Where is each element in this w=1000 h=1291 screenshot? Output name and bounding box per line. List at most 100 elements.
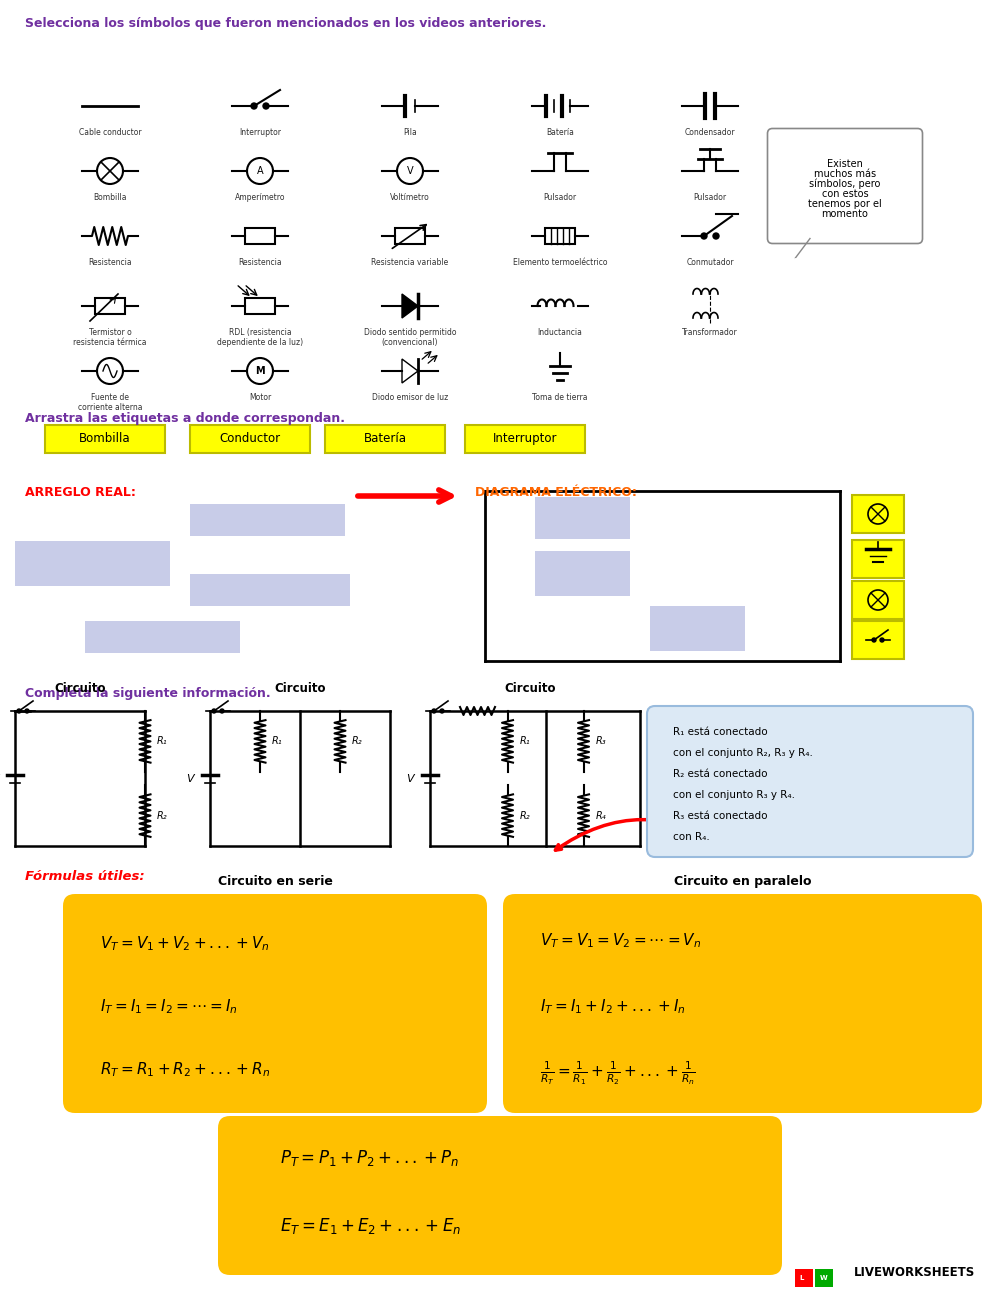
Text: Circuito: Circuito — [54, 682, 106, 695]
Text: Circuito en paralelo: Circuito en paralelo — [674, 875, 811, 888]
Text: Pulsador: Pulsador — [543, 192, 577, 201]
Bar — [815, 1269, 833, 1287]
Text: Amperímetro: Amperímetro — [235, 192, 285, 201]
Bar — [535, 551, 630, 596]
Text: R₃: R₃ — [596, 736, 606, 746]
FancyBboxPatch shape — [647, 706, 973, 857]
Text: Bombilla: Bombilla — [93, 192, 127, 201]
Text: L: L — [800, 1276, 804, 1281]
Circle shape — [872, 638, 876, 642]
Text: Interruptor: Interruptor — [493, 432, 557, 445]
Text: Motor: Motor — [249, 392, 271, 402]
Text: Selecciona los símbolos que fueron mencionados en los videos anteriores.: Selecciona los símbolos que fueron menci… — [25, 18, 546, 31]
Bar — [852, 540, 904, 578]
Text: R₂: R₂ — [352, 736, 363, 746]
Text: Toma de tierra: Toma de tierra — [532, 392, 588, 402]
Text: Elemento termoeléctrico: Elemento termoeléctrico — [513, 258, 607, 267]
Circle shape — [25, 709, 29, 713]
Text: $I_T = I_1 = I_2 = \cdots = I_n$: $I_T = I_1 = I_2 = \cdots = I_n$ — [100, 998, 238, 1016]
Text: con el conjunto R₂, R₃ y R₄.: con el conjunto R₂, R₃ y R₄. — [673, 747, 813, 758]
Circle shape — [440, 709, 444, 713]
Circle shape — [17, 709, 21, 713]
Bar — [85, 621, 240, 653]
Text: R₂ está conectado: R₂ está conectado — [673, 769, 768, 778]
Text: Circuito: Circuito — [504, 682, 556, 695]
Bar — [245, 229, 275, 244]
Text: Conmutador: Conmutador — [686, 258, 734, 267]
Bar — [650, 605, 745, 651]
Bar — [465, 425, 585, 453]
Polygon shape — [402, 294, 418, 318]
Text: $V_T = V_1 + V_2 + ... + V_n$: $V_T = V_1 + V_2 + ... + V_n$ — [100, 935, 270, 953]
Text: DIAGRAMA ELÉCTRICO:: DIAGRAMA ELÉCTRICO: — [475, 487, 637, 500]
Circle shape — [432, 709, 436, 713]
Bar — [190, 574, 350, 605]
Text: W: W — [820, 1276, 828, 1281]
Text: Fuente de
corriente alterna: Fuente de corriente alterna — [78, 392, 142, 412]
Text: Bombilla: Bombilla — [79, 432, 131, 445]
Bar — [395, 229, 425, 244]
Circle shape — [713, 232, 719, 239]
Circle shape — [263, 103, 269, 108]
Text: Cable conductor: Cable conductor — [79, 128, 141, 137]
Text: Diodo sentido permitido
(convencional): Diodo sentido permitido (convencional) — [364, 328, 456, 347]
Text: $E_T = E_1 + E_2 + ... + E_n$: $E_T = E_1 + E_2 + ... + E_n$ — [280, 1216, 461, 1235]
Text: $P_T = P_1 + P_2 + ... + P_n$: $P_T = P_1 + P_2 + ... + P_n$ — [280, 1148, 459, 1168]
Text: LIVEWORKSHEETS: LIVEWORKSHEETS — [854, 1266, 975, 1279]
Text: R₁ está conectado: R₁ está conectado — [673, 727, 768, 737]
Circle shape — [212, 709, 216, 713]
Text: V: V — [407, 167, 413, 176]
Circle shape — [880, 638, 884, 642]
Text: Circuito: Circuito — [274, 682, 326, 695]
Circle shape — [251, 103, 257, 108]
Text: Resistencia: Resistencia — [88, 258, 132, 267]
Bar — [852, 581, 904, 618]
Text: símbolos, pero: símbolos, pero — [809, 178, 881, 190]
Text: $I_T = I_1 + I_2 + ... + I_n$: $I_T = I_1 + I_2 + ... + I_n$ — [540, 998, 686, 1016]
Text: RDL (resistencia
dependiente de la luz): RDL (resistencia dependiente de la luz) — [217, 328, 303, 347]
Text: M: M — [255, 367, 265, 376]
Bar — [325, 425, 445, 453]
Text: $V_T = V_1 = V_2 = \cdots = V_n$: $V_T = V_1 = V_2 = \cdots = V_n$ — [540, 932, 701, 950]
Text: ARREGLO REAL:: ARREGLO REAL: — [25, 487, 136, 500]
Text: momento: momento — [822, 209, 868, 219]
Bar — [45, 425, 165, 453]
Text: R₂: R₂ — [157, 811, 168, 821]
Text: Diodo emisor de luz: Diodo emisor de luz — [372, 392, 448, 402]
Bar — [15, 541, 170, 586]
Text: con estos: con estos — [822, 188, 868, 199]
Text: Completa la siguiente información.: Completa la siguiente información. — [25, 687, 271, 700]
Bar — [95, 298, 125, 314]
Bar — [245, 298, 275, 314]
FancyBboxPatch shape — [768, 129, 922, 244]
Text: R₁: R₁ — [157, 736, 168, 746]
Text: $\frac{1}{R_T} = \frac{1}{R_1} + \frac{1}{R_2} + ... + \frac{1}{R_n}$: $\frac{1}{R_T} = \frac{1}{R_1} + \frac{1… — [540, 1060, 696, 1087]
Text: muchos más: muchos más — [814, 169, 876, 179]
Text: con el conjunto R₃ y R₄.: con el conjunto R₃ y R₄. — [673, 790, 795, 800]
Text: R₃ está conectado: R₃ está conectado — [673, 811, 768, 821]
Text: Condensador: Condensador — [685, 128, 735, 137]
Text: $R_T = R_1 + R_2 + ... + R_n$: $R_T = R_1 + R_2 + ... + R_n$ — [100, 1061, 270, 1079]
Bar — [852, 621, 904, 658]
Text: R₁: R₁ — [520, 736, 530, 746]
Text: V: V — [186, 773, 194, 784]
Text: Resistencia variable: Resistencia variable — [371, 258, 449, 267]
Bar — [545, 229, 575, 244]
Bar — [190, 503, 345, 536]
Bar — [190, 425, 310, 453]
Text: Batería: Batería — [364, 432, 406, 445]
Text: Arrastra las etiquetas a donde correspondan.: Arrastra las etiquetas a donde correspon… — [25, 413, 345, 426]
Circle shape — [220, 709, 224, 713]
Text: Resistencia: Resistencia — [238, 258, 282, 267]
Text: Voltímetro: Voltímetro — [390, 192, 430, 201]
Circle shape — [701, 232, 707, 239]
Text: tenemos por el: tenemos por el — [808, 199, 882, 209]
Text: V: V — [406, 773, 414, 784]
Bar — [852, 494, 904, 533]
FancyBboxPatch shape — [63, 893, 487, 1113]
Text: Inductancia: Inductancia — [538, 328, 582, 337]
Text: Circuito en serie: Circuito en serie — [218, 875, 332, 888]
Text: Fórmulas útiles:: Fórmulas útiles: — [25, 870, 145, 883]
Text: Batería: Batería — [546, 128, 574, 137]
Text: R₁: R₁ — [272, 736, 283, 746]
